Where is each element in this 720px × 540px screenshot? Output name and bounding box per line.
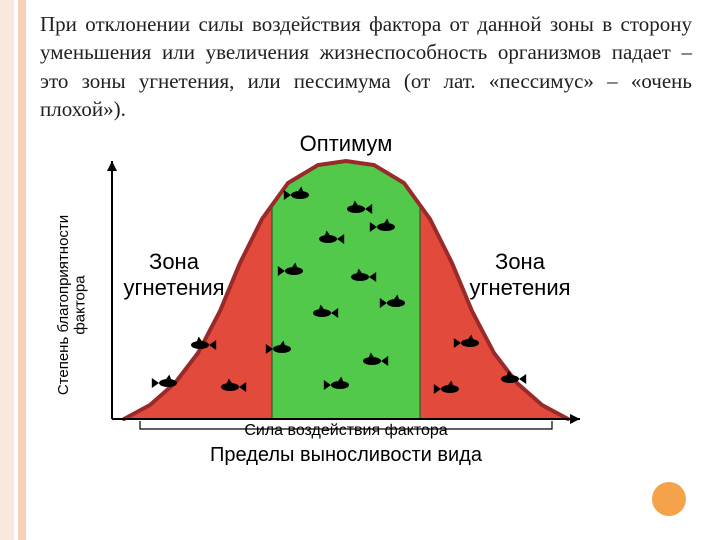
svg-text:Степень благоприятностифактора: Степень благоприятностифактора [55,215,89,395]
svg-text:Оптимум: Оптимум [300,135,393,156]
svg-text:Зона: Зона [495,249,546,274]
svg-text:угнетения: угнетения [123,275,224,300]
accent-stripe-outer [0,0,14,540]
diagram-svg: Степень благоприятностифактора Оптимум Зон… [40,135,600,467]
accent-stripe-inner [18,0,26,540]
svg-text:Зона: Зона [149,249,200,274]
svg-text:Сила воздействия фактора: Сила воздействия фактора [244,422,447,439]
slide-content: При отклонении силы воздействия фактора … [40,10,692,530]
paragraph-text: При отклонении силы воздействия фактора … [40,10,692,123]
svg-text:угнетения: угнетения [469,275,570,300]
svg-text:Пределы выносливости вида: Пределы выносливости вида [210,444,483,466]
accent-dot [652,482,686,516]
tolerance-diagram: Степень благоприятностифактора Оптимум Зон… [40,135,600,467]
